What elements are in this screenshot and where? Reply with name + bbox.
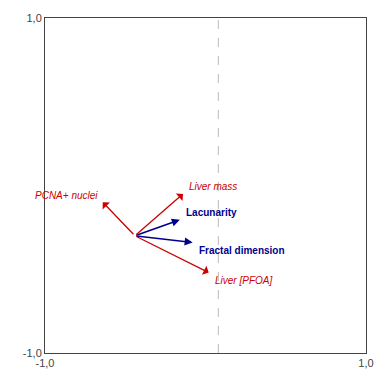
svg-text:-1,0: -1,0: [36, 357, 55, 369]
svg-text:Liver [PFOA]: Liver [PFOA]: [215, 275, 272, 286]
svg-text:1,0: 1,0: [27, 12, 42, 24]
svg-text:Fractal dimension: Fractal dimension: [199, 245, 285, 256]
svg-text:Lacunarity: Lacunarity: [186, 207, 237, 218]
svg-text:-1,0: -1,0: [23, 347, 42, 359]
svg-text:1,0: 1,0: [358, 357, 373, 369]
svg-text:Liver mass: Liver mass: [189, 181, 237, 192]
svg-text:PCNA+ nuclei: PCNA+ nuclei: [35, 190, 98, 201]
